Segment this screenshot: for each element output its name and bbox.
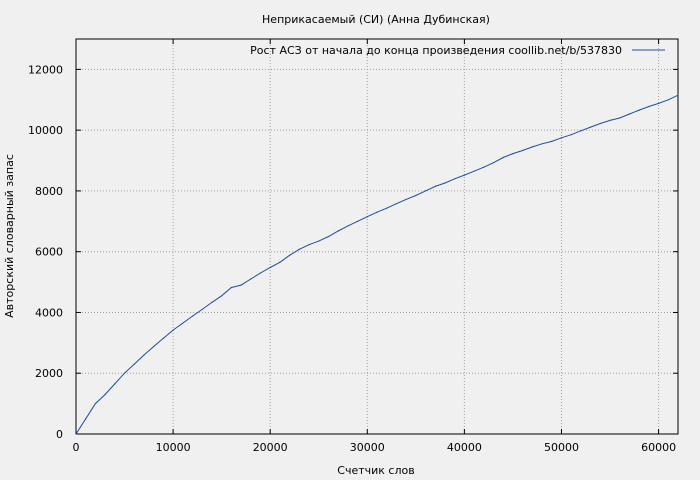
data-point (337, 230, 339, 232)
data-point (104, 393, 106, 396)
data-point (162, 337, 164, 339)
y-tick-label: 6000 (35, 246, 63, 259)
data-point (531, 146, 534, 148)
data-point (143, 354, 145, 356)
data-point (551, 140, 553, 142)
data-point (415, 194, 417, 197)
data-point (201, 308, 203, 310)
data-point (318, 240, 320, 242)
data-point (211, 301, 213, 303)
data-point (269, 266, 271, 269)
data-point (492, 162, 495, 164)
data-point (658, 102, 660, 104)
data-point (221, 295, 223, 297)
data-point (366, 216, 368, 218)
data-point (347, 225, 349, 227)
legend-label: Рост АСЗ от начала до конца произведения… (250, 44, 622, 57)
grid (76, 39, 678, 434)
data-point (590, 126, 592, 128)
data-point (570, 134, 572, 136)
y-tick-label: 10000 (28, 124, 63, 137)
data-point (250, 278, 252, 280)
x-tick-label: 20000 (253, 441, 288, 454)
data-point (560, 137, 563, 139)
y-tick-label: 2000 (35, 367, 63, 380)
data-point (289, 254, 291, 256)
data-point (473, 170, 475, 172)
y-tick-label: 0 (56, 428, 63, 441)
data-point (85, 418, 87, 420)
data-point (94, 403, 96, 405)
data-point (444, 182, 446, 184)
data-point (463, 174, 465, 176)
data-point (677, 94, 679, 96)
data-point (133, 363, 135, 365)
series-group (75, 94, 679, 435)
x-tick-label: 0 (73, 441, 80, 454)
data-point (153, 345, 155, 348)
x-tick-label: 50000 (544, 441, 579, 454)
data-point (609, 119, 611, 121)
y-tick-label: 12000 (28, 63, 63, 76)
data-point (522, 149, 524, 152)
data-point (230, 286, 232, 289)
data-point (405, 198, 407, 200)
data-point (386, 207, 388, 209)
data-point (376, 211, 378, 213)
data-point (541, 143, 543, 145)
data-point (638, 109, 640, 111)
data-point (279, 261, 281, 263)
y-axis-label: Авторский словарный запас (3, 154, 16, 318)
data-point (123, 372, 126, 374)
data-point (191, 315, 194, 317)
data-point (182, 322, 184, 324)
data-point (599, 122, 601, 125)
data-point (424, 190, 427, 192)
data-point (75, 433, 77, 435)
data-point (308, 244, 310, 246)
data-point (298, 248, 300, 250)
x-tick-label: 10000 (156, 441, 191, 454)
x-tick-label: 40000 (447, 441, 482, 454)
data-point (395, 203, 397, 205)
y-tick-label: 8000 (35, 185, 63, 198)
data-point (619, 117, 621, 119)
data-point (240, 284, 242, 286)
data-point (434, 185, 436, 187)
y-tick-label: 4000 (35, 306, 63, 319)
data-point (454, 178, 456, 180)
data-point (628, 113, 631, 115)
data-point (327, 235, 330, 238)
data-point (483, 166, 485, 168)
x-tick-label: 60000 (641, 441, 676, 454)
data-point (172, 329, 174, 331)
x-tick-label: 30000 (350, 441, 385, 454)
data-point (259, 272, 262, 274)
data-point (512, 153, 514, 155)
data-point (357, 220, 359, 222)
x-axis: 0 10000 20000 30000 40000 50000 60000 (73, 39, 676, 454)
plot-frame (75, 38, 679, 435)
chart-title: Неприкасаемый (СИ) (Анна Дубинская) (262, 13, 490, 26)
data-point (502, 156, 504, 159)
x-axis-label: Счетчик слов (337, 464, 414, 477)
data-point (667, 99, 669, 101)
data-point (114, 383, 116, 385)
data-point (580, 130, 582, 132)
y-axis: 0 2000 4000 6000 8000 10000 12000 (28, 63, 678, 441)
data-point (648, 105, 650, 108)
